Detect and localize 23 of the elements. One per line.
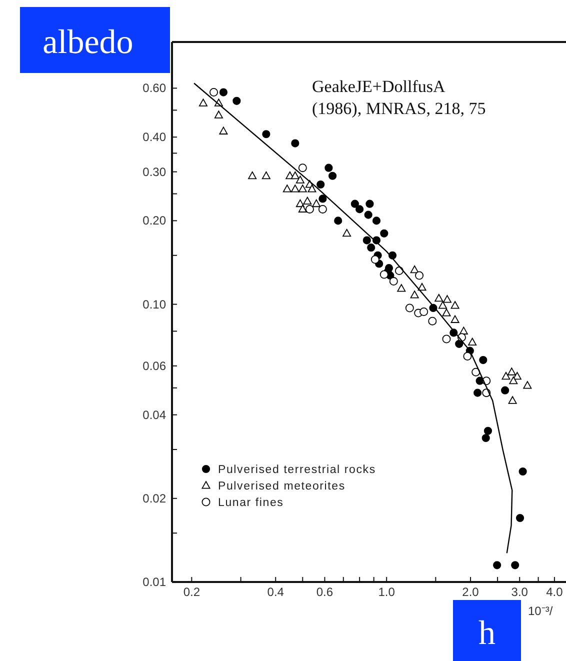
legend-label: Pulverised terrestrial rocks <box>218 464 376 476</box>
x-tick-label: 0.6 <box>316 585 334 599</box>
y-tick-label: 0.10 <box>142 297 166 312</box>
x-tick-label: 2.0 <box>462 585 480 599</box>
y-tick-label: 0.60 <box>142 81 166 96</box>
y-tick-label: 0.30 <box>142 164 166 179</box>
annotation: GeakeJE+DollfusA (1986), MNRAS, 218, 75 <box>312 77 486 118</box>
y-tick-label: 0.01 <box>142 575 166 589</box>
y-tick-label: 0.02 <box>142 491 166 506</box>
legend-label: Lunar fines <box>218 497 284 509</box>
x-axis-title: h <box>478 615 496 652</box>
x-tick-label: 4.0 <box>546 585 564 599</box>
y-tick-label: 0.06 <box>142 358 166 373</box>
x-tick-label: 0.2 <box>183 585 200 599</box>
x-tick-label: 0.4 <box>267 585 284 599</box>
legend-label: Pulverised meteorites <box>218 480 346 492</box>
text: 10⁻³/ <box>528 604 554 618</box>
x-tick-label: 1.0 <box>378 585 396 599</box>
y-tick-label: 0.20 <box>142 214 166 228</box>
y-tick-label: 0.04 <box>142 408 166 422</box>
x-tick-label: 3.0 <box>511 585 528 599</box>
y-axis-title: albedo <box>42 24 134 61</box>
y-tick-label: 0.40 <box>142 130 166 144</box>
